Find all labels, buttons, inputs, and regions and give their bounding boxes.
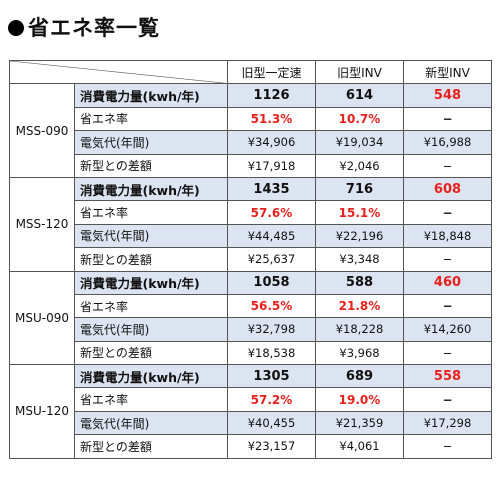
value-cell-save: 56.5% xyxy=(227,293,316,319)
row-label-power: 消費電力量(kwh/年) xyxy=(74,83,228,108)
value-cell-save: − xyxy=(403,293,492,319)
row-label-save: 省エネ率 xyxy=(74,106,228,132)
value-cell-cost: ¥34,906 xyxy=(227,130,316,155)
value-cell-save: 57.2% xyxy=(227,387,316,412)
value-cell-diff: ¥25,637 xyxy=(227,247,316,272)
row-label-cost: 電気代(年間) xyxy=(74,223,228,249)
value-cell-save: 10.7% xyxy=(315,106,404,132)
table-row: 電気代(年間) ¥40,455 ¥21,359 ¥17,298 xyxy=(10,410,492,436)
value-cell-save: 51.3% xyxy=(227,106,316,132)
value-cell-diff: ¥3,348 xyxy=(315,247,404,272)
value-cell-save: − xyxy=(403,387,492,412)
value-cell-diff: ¥17,918 xyxy=(227,153,316,178)
header-corner-cell xyxy=(9,59,228,85)
row-label-diff: 新型との差額 xyxy=(74,340,228,366)
row-label-power: 消費電力量(kwh/年) xyxy=(74,270,228,295)
value-cell-cost: ¥16,988 xyxy=(403,130,492,155)
model-name-cell: MSS-090 xyxy=(9,83,75,178)
value-cell-diff: ¥18,538 xyxy=(227,340,316,366)
header-old-fixed-speed: 旧型一定速 xyxy=(227,59,316,85)
model-name-cell: MSS-120 xyxy=(9,176,75,272)
value-cell-cost: ¥44,485 xyxy=(227,223,316,249)
model-name-cell: MSU-090 xyxy=(9,270,75,366)
row-label-save: 省エネ率 xyxy=(74,387,228,412)
table-row: MSU-090 消費電力量(kwh/年) 1058 588 460 xyxy=(9,270,492,366)
table-row: MSS-090 消費電力量(kwh/年) 1126 614 548 xyxy=(9,83,492,178)
header-new-inv: 新型INV xyxy=(403,59,492,85)
table-row: MSU-120 消費電力量(kwh/年) 1305 689 558 xyxy=(9,364,492,459)
model-name-cell: MSU-120 xyxy=(9,364,75,459)
value-cell-power: 608 xyxy=(403,176,492,202)
value-cell-cost: ¥19,034 xyxy=(315,130,404,155)
row-label-save: 省エネ率 xyxy=(74,200,228,225)
table-row: 省エネ率 57.6% 15.1% − xyxy=(10,200,492,225)
value-cell-power: 1058 xyxy=(227,270,316,295)
value-cell-power: 548 xyxy=(403,83,492,108)
table-row: 省エネ率 56.5% 21.8% − xyxy=(10,293,492,319)
value-cell-diff: − xyxy=(403,247,492,272)
value-cell-cost: ¥21,359 xyxy=(315,410,404,436)
value-cell-diff: − xyxy=(403,340,492,366)
value-cell-power: 1305 xyxy=(227,364,316,389)
value-cell-cost: ¥32,798 xyxy=(227,317,316,342)
value-cell-power: 588 xyxy=(315,270,404,295)
table-row: 電気代(年間) ¥32,798 ¥18,228 ¥14,260 xyxy=(10,317,492,342)
diagonal-line-icon xyxy=(10,61,227,83)
value-cell-save: − xyxy=(403,106,492,132)
value-cell-diff: ¥4,061 xyxy=(315,434,404,459)
value-cell-diff: ¥23,157 xyxy=(227,434,316,459)
table-row: 省エネ率 57.2% 19.0% − xyxy=(10,387,492,412)
value-cell-save: 21.8% xyxy=(315,293,404,319)
table-row: 新型との差額 ¥25,637 ¥3,348− xyxy=(10,247,492,272)
value-cell-diff: ¥3,968 xyxy=(315,340,404,366)
row-label-cost: 電気代(年間) xyxy=(74,410,228,436)
table-row: 電気代(年間) ¥44,485 ¥22,196 ¥18,848 xyxy=(10,223,492,249)
value-cell-power: 716 xyxy=(315,176,404,202)
row-label-diff: 新型との差額 xyxy=(74,247,228,272)
row-label-diff: 新型との差額 xyxy=(74,434,228,459)
value-cell-power: 614 xyxy=(315,83,404,108)
energy-saving-table: 旧型一定速 旧型INV 新型INV MSS-090 消費電力量(kwh/年) 112… xyxy=(9,59,492,459)
value-cell-cost: ¥18,228 xyxy=(315,317,404,342)
table-row: 電気代(年間) ¥34,906 ¥19,034 ¥16,988 xyxy=(10,130,492,155)
value-cell-power: 1435 xyxy=(227,176,316,202)
table-row: MSS-120 消費電力量(kwh/年) 1435 716 608 xyxy=(9,176,492,272)
row-label-cost: 電気代(年間) xyxy=(74,130,228,155)
header-old-inv: 旧型INV xyxy=(315,59,404,85)
value-cell-diff: − xyxy=(403,153,492,178)
table-row: 新型との差額 ¥18,538 ¥3,968− xyxy=(10,340,492,366)
value-cell-diff: ¥2,046 xyxy=(315,153,404,178)
value-cell-cost: ¥17,298 xyxy=(403,410,492,436)
table-row: 省エネ率 51.3% 10.7% − xyxy=(10,106,492,132)
value-cell-save: 19.0% xyxy=(315,387,404,412)
table-row: 新型との差額 ¥23,157 ¥4,061− xyxy=(10,434,492,459)
value-cell-cost: ¥18,848 xyxy=(403,223,492,249)
value-cell-diff: − xyxy=(403,434,492,459)
value-cell-power: 1126 xyxy=(227,83,316,108)
row-label-power: 消費電力量(kwh/年) xyxy=(74,364,228,389)
table-header-row: 旧型一定速 旧型INV 新型INV xyxy=(9,59,492,85)
value-cell-save: 15.1% xyxy=(315,200,404,225)
page-title-text: 省エネ率一覧 xyxy=(28,16,160,40)
bullet-dot-icon xyxy=(8,20,24,36)
value-cell-cost: ¥40,455 xyxy=(227,410,316,436)
row-label-cost: 電気代(年間) xyxy=(74,317,228,342)
page-title: 省エネ率一覧 xyxy=(8,14,160,42)
value-cell-save: 57.6% xyxy=(227,200,316,225)
value-cell-cost: ¥22,196 xyxy=(315,223,404,249)
value-cell-power: 558 xyxy=(403,364,492,389)
row-label-power: 消費電力量(kwh/年) xyxy=(74,176,228,202)
row-label-save: 省エネ率 xyxy=(74,293,228,319)
row-label-diff: 新型との差額 xyxy=(74,153,228,178)
table-row: 新型との差額 ¥17,918 ¥2,046− xyxy=(10,153,492,178)
value-cell-cost: ¥14,260 xyxy=(403,317,492,342)
value-cell-power: 689 xyxy=(315,364,404,389)
value-cell-power: 460 xyxy=(403,270,492,295)
value-cell-save: − xyxy=(403,200,492,225)
